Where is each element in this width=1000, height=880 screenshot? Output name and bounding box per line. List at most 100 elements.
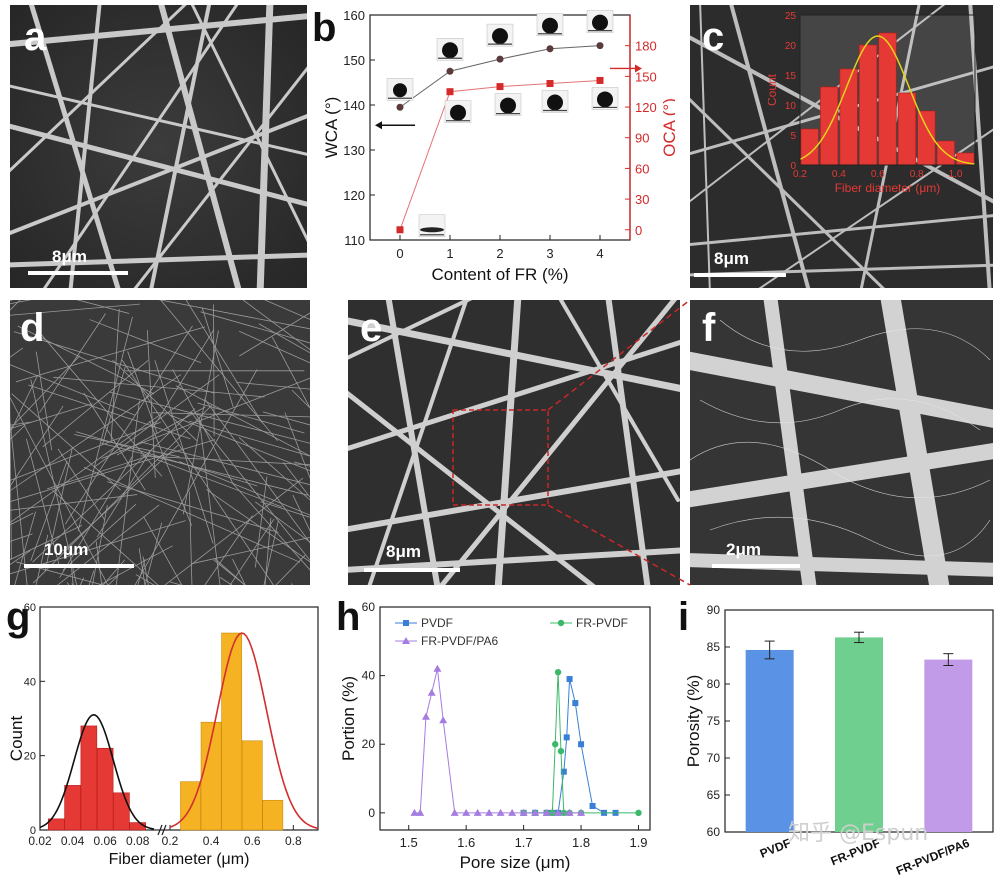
sem-panel-d: d 10μm: [10, 300, 310, 585]
x-axis-title: Fiber diameter (μm): [109, 851, 250, 868]
sem-fiber: [83, 392, 146, 491]
x-tick-label: 2: [496, 246, 503, 261]
inset-x-tick-label: 0.6: [871, 169, 885, 180]
point-FR-PVDF/PA6: [554, 808, 563, 816]
sem-fiber: [30, 379, 78, 585]
sem-fiber: [239, 312, 310, 357]
oca-droplet: [500, 97, 516, 114]
point-FR-PVDF/PA6: [577, 808, 586, 816]
sem-fiber: [188, 491, 193, 585]
point-FR-PVDF/PA6: [421, 712, 430, 720]
point-PVDF: [560, 768, 567, 775]
sem-fiber: [89, 319, 202, 364]
point-PVDF: [589, 802, 596, 809]
y-axis-title: Count: [7, 716, 26, 762]
sem-fiber: [96, 451, 151, 538]
sem-fiber: [275, 555, 306, 585]
inset-y-tick-label: 5: [790, 131, 796, 142]
inset-y-title: Count: [768, 73, 779, 106]
sem-fiber: [109, 391, 310, 444]
sem-fiber: [10, 364, 136, 416]
y-axis-title: Porosity (%): [684, 675, 703, 768]
x-axis-title: Pore size (μm): [460, 853, 571, 872]
oca-point: [496, 83, 504, 91]
sem-fiber: [10, 494, 138, 511]
oca-droplet: [597, 91, 613, 108]
legend-marker: [557, 619, 565, 627]
axis-break: [161, 824, 167, 836]
x-tick-label: 0.2: [162, 834, 179, 848]
sem-fiber: [169, 414, 310, 472]
panel-label-f: f: [702, 306, 716, 350]
sem-fiber: [263, 300, 310, 320]
sem-image-a: [10, 5, 307, 288]
series-line-2: [414, 668, 582, 814]
x-tick-label: 1.5: [400, 835, 418, 850]
sem-fiber: [201, 307, 234, 407]
sem-fiber: [204, 515, 253, 585]
scale-bar-e: [364, 568, 460, 572]
sem-fiber: [35, 351, 53, 451]
point-FR-PVDF/PA6: [410, 808, 419, 816]
legend-label: FR-PVDF: [576, 616, 628, 630]
wca-droplet: [393, 83, 407, 98]
sem-panel-a: a 8μm: [10, 5, 307, 288]
sem-fiber: [10, 424, 26, 441]
sem-fiber: [10, 524, 83, 561]
inset-x-tick-label: 0.8: [910, 169, 924, 180]
y-tick-label: 140: [343, 98, 365, 113]
y-tick-label: 40: [362, 669, 376, 683]
sem-fiber: [190, 411, 310, 561]
sem-panel-c: c 8μm 0 5 10 15 20 25 0.2 0.4 0.6 0.8 1.0 Fiber dia…: [690, 5, 993, 288]
x-tick-label: 0: [396, 246, 403, 261]
y-tick-label: 0: [368, 806, 375, 820]
sem-fiber: [197, 402, 305, 434]
oca-point: [396, 226, 404, 234]
sem-fiber: [74, 434, 180, 458]
chart-g: 0 20 40 60 0.02 0.04 0.06 0.08 0.2 0.4 0.6 0.8 Fiber…: [7, 602, 319, 868]
sem-fiber: [98, 545, 173, 585]
point-FR-PVDF/PA6: [439, 716, 448, 724]
wca-point: [496, 55, 504, 63]
scale-bar-c: [694, 273, 786, 277]
wca-point: [446, 67, 454, 75]
sem-fiber: [158, 300, 310, 330]
bar-large: [221, 632, 243, 831]
sem-fiber: [200, 311, 310, 344]
y2-axis-title: OCA (°): [660, 98, 675, 157]
sem-fiber: [10, 417, 28, 585]
bar-PVDF: [745, 649, 794, 832]
x-tick-label: 1.7: [515, 835, 533, 850]
bar-large: [262, 799, 284, 831]
legend-label: FR-PVDF/PA6: [421, 634, 498, 648]
sem-fiber: [149, 420, 192, 526]
sem-fiber: [32, 404, 213, 584]
sem-fiber: [42, 360, 149, 448]
sem-image-d: [10, 300, 310, 585]
sem-fiber: [15, 326, 206, 383]
inset-x-tick-label: 0.4: [832, 169, 846, 180]
y-tick-label: 60: [707, 825, 721, 839]
point-FR-PVDF/PA6: [433, 664, 442, 672]
inset-histogram-c: 0 5 10 15 20 25 0.2 0.4 0.6 0.8 1.0 Fiber diameter …: [768, 11, 976, 195]
sem-fiber: [76, 431, 258, 487]
legend-marker: [402, 637, 410, 644]
sem-fiber: [185, 300, 263, 423]
scale-bar-a: [28, 271, 128, 275]
sem-fiber: [254, 501, 310, 543]
sem-fiber: [40, 333, 163, 477]
x-tick-label: 4: [596, 246, 603, 261]
plot-frame: [39, 606, 319, 831]
sem-fiber: [10, 374, 39, 434]
panel-label-d: d: [20, 306, 45, 350]
sem-fiber: [152, 412, 310, 418]
sem-fiber: [10, 421, 32, 426]
sem-fiber: [102, 366, 126, 445]
oca-droplet: [547, 94, 563, 111]
sem-fiber: [10, 439, 216, 503]
panel-label-g: g: [6, 595, 31, 639]
point-FR-PVDF/PA6: [462, 808, 471, 816]
oca-droplet: [420, 227, 444, 233]
sem-fiber: [179, 461, 310, 516]
x-tick-label: 1.9: [629, 835, 647, 850]
